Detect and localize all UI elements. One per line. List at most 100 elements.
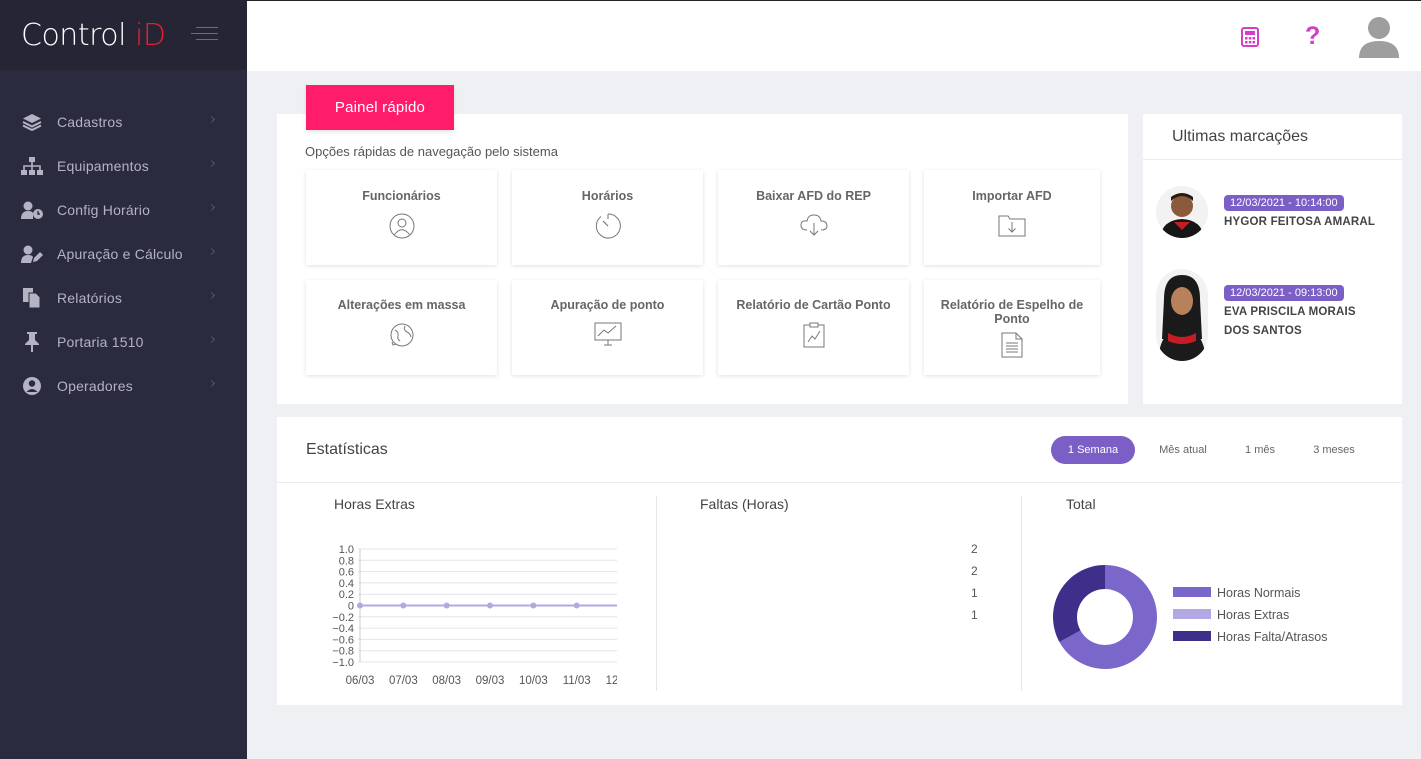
user-circle-outline-icon: [306, 213, 497, 239]
calculator-icon[interactable]: [1241, 27, 1259, 52]
sidebar-item-cadastros[interactable]: Cadastros: [0, 100, 247, 144]
divider: [656, 496, 657, 691]
tile-relatorio-espelho[interactable]: Relatório de Espelho de Ponto: [924, 280, 1100, 375]
legend-swatch: [1173, 609, 1211, 619]
filter-3-meses[interactable]: 3 meses: [1313, 444, 1355, 456]
data-point: [443, 602, 450, 609]
divider: [1021, 496, 1022, 691]
sidebar-item-label: Equipamentos: [57, 158, 149, 174]
tile-label: Horários: [581, 189, 634, 203]
tile-alteracoes-massa[interactable]: Alterações em massa: [306, 280, 497, 375]
chevron-right-icon: [207, 247, 216, 256]
globe-sync-icon: [306, 322, 497, 348]
quick-panel-subtitle: Opções rápidas de navegação pelo sistema: [305, 144, 558, 159]
avatar: [1156, 269, 1208, 361]
user-clock-icon: [21, 200, 43, 220]
x-tick-label: 08/03: [432, 675, 461, 687]
tile-importar-afd[interactable]: Importar AFD: [924, 170, 1100, 265]
tile-baixar-afd[interactable]: Baixar AFD do REP: [718, 170, 909, 265]
pie-slice: [1053, 565, 1105, 643]
y-tick-label: 250: [971, 542, 977, 556]
sidebar-item-equipamentos[interactable]: Equipamentos: [0, 144, 247, 188]
legend-swatch: [1173, 587, 1211, 597]
latest-punches-panel: Ultimas marcações 12/03/2021 - 10:14:00 …: [1143, 114, 1402, 404]
chart-title-total: Total: [1066, 496, 1096, 512]
avatar: [1156, 186, 1208, 238]
filter-1-semana[interactable]: 1 Semana: [1051, 436, 1135, 464]
data-point: [530, 602, 537, 609]
statistics-title: Estatísticas: [306, 441, 388, 458]
help-icon[interactable]: ?: [1305, 22, 1321, 52]
tile-label: Apuração de ponto: [550, 298, 665, 312]
y-tick-label: −0.8: [332, 646, 354, 658]
y-tick-label: 1.0: [339, 544, 354, 556]
bar-chart-faltas: 25020015010050006/0307/0308/0309/0310/03…: [971, 542, 977, 622]
x-tick-label: 10/03: [519, 675, 548, 687]
cloud-download-icon: [718, 213, 909, 237]
y-tick-label: 100: [971, 608, 977, 622]
filter-mes-atual[interactable]: Mês atual: [1159, 444, 1207, 456]
y-tick-label: −0.6: [332, 634, 354, 646]
chevron-right-icon: [207, 379, 216, 388]
monitor-chart-icon: [512, 322, 703, 346]
x-tick-label: 12/03: [606, 675, 617, 687]
chart-title-horas-extras: Horas Extras: [334, 496, 415, 512]
sidebar-item-label: Operadores: [57, 378, 133, 394]
data-point: [400, 602, 407, 609]
tile-label: Relatório de Espelho de Ponto: [940, 298, 1084, 326]
copy-files-icon: [21, 288, 43, 308]
y-tick-label: 0.4: [339, 578, 354, 590]
y-tick-label: 0: [348, 601, 354, 613]
user-avatar-icon[interactable]: [1357, 14, 1401, 63]
employee-name: EVA PRISCILA MORAIS DOS SANTOS: [1224, 306, 1356, 337]
line-chart-horas-extras: 1.00.80.60.40.20−0.2−0.4−0.6−0.8−1.0 06/0…: [332, 544, 617, 687]
quick-panel: Opções rápidas de navegação pelo sistema…: [277, 114, 1128, 404]
filter-1-mes[interactable]: 1 mês: [1245, 444, 1275, 456]
tile-label: Funcionários: [362, 189, 441, 203]
logo-accent: iD: [134, 18, 166, 53]
svg-text:?: ?: [1305, 23, 1320, 47]
sidebar-item-label: Relatórios: [57, 290, 123, 306]
tile-horarios[interactable]: Horários: [512, 170, 703, 265]
chevron-right-icon: [207, 115, 216, 124]
sidebar: Control iD Cadastros Equipamentos Config…: [0, 0, 247, 759]
tile-apuracao-ponto[interactable]: Apuração de ponto: [512, 280, 703, 375]
tile-relatorio-cartao[interactable]: Relatório de Cartão Ponto: [718, 280, 909, 375]
clipboard-chart-icon: [718, 322, 909, 348]
data-point: [487, 602, 493, 609]
sidebar-item-apuracao[interactable]: Apuração e Cálculo: [0, 232, 247, 276]
x-tick-label: 07/03: [389, 675, 418, 687]
quick-panel-badge: Painel rápido: [306, 85, 454, 130]
sidebar-header: Control iD: [0, 0, 247, 70]
legend-label: Horas Falta/Atrasos: [1217, 630, 1327, 644]
layers-icon: [21, 112, 43, 132]
tile-funcionarios[interactable]: Funcionários: [306, 170, 497, 265]
tile-label: Importar AFD: [972, 189, 1052, 203]
sidebar-item-relatorios[interactable]: Relatórios: [0, 276, 247, 320]
sidebar-item-label: Apuração e Cálculo: [57, 246, 183, 262]
legend-label: Horas Normais: [1217, 586, 1300, 600]
legend-swatch: [1173, 631, 1211, 641]
sidebar-item-config-horario[interactable]: Config Horário: [0, 188, 247, 232]
menu-toggle-icon[interactable]: [191, 27, 218, 45]
y-tick-label: −0.2: [332, 612, 354, 624]
y-tick-label: 0.8: [339, 555, 354, 567]
pie-slice: [1059, 565, 1157, 669]
x-tick-label: 06/03: [346, 675, 375, 687]
latest-title: Ultimas marcações: [1172, 128, 1309, 145]
timer-icon: [512, 213, 703, 239]
user-circle-icon: [21, 376, 43, 396]
data-point: [357, 602, 363, 609]
tile-label: Baixar AFD do REP: [756, 189, 871, 203]
thumbtack-icon: [21, 332, 43, 352]
sidebar-item-operadores[interactable]: Operadores: [0, 364, 247, 408]
tile-label: Alterações em massa: [337, 298, 466, 312]
sitemap-icon: [21, 156, 43, 176]
folder-download-icon: [924, 213, 1100, 237]
employee-name: HYGOR FEITOSA AMARAL: [1224, 216, 1376, 228]
statistics-panel: Estatísticas 1 Semana Mês atual 1 mês 3 …: [277, 417, 1402, 705]
sidebar-item-portaria[interactable]: Portaria 1510: [0, 320, 247, 364]
sidebar-item-label: Cadastros: [57, 114, 123, 130]
user-edit-icon: [21, 244, 43, 264]
logo[interactable]: Control iD: [21, 18, 166, 53]
